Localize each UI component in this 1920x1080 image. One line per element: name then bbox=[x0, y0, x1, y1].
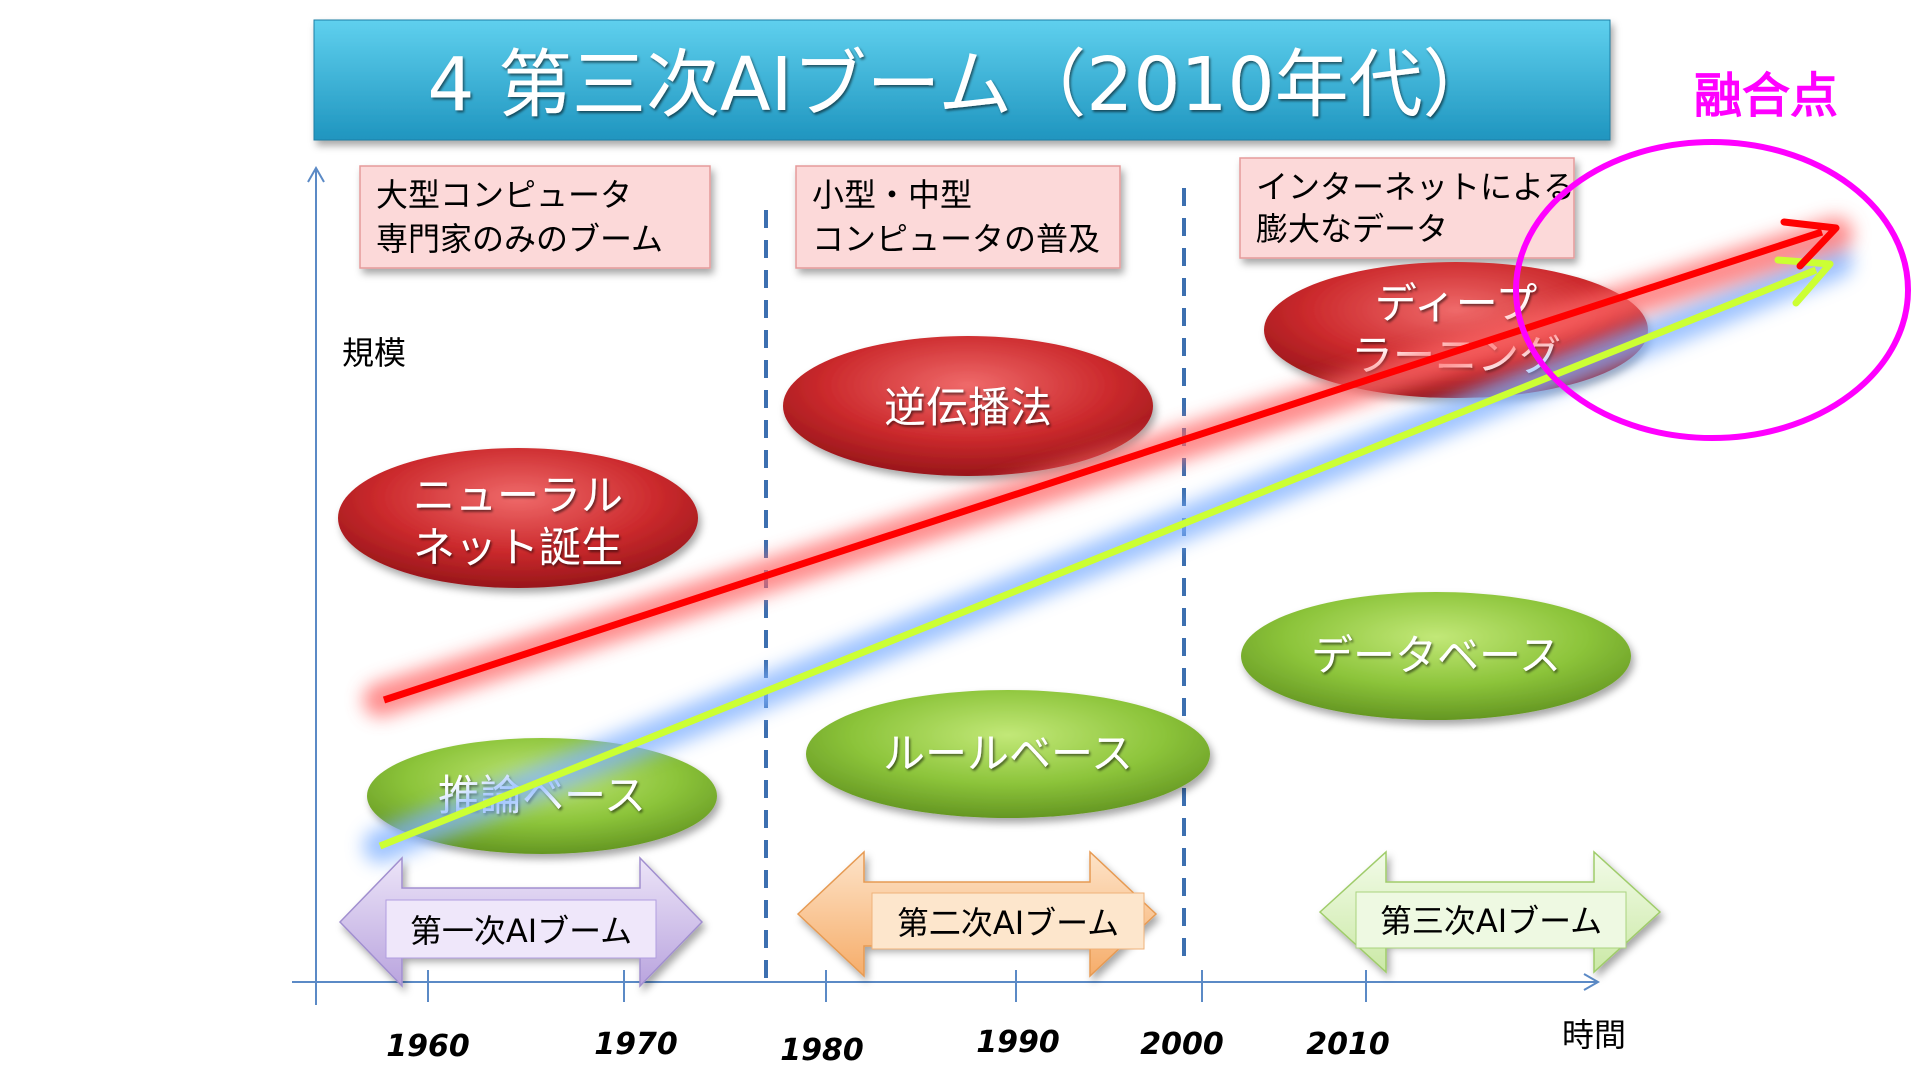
boom-label-box bbox=[385, 899, 657, 959]
ellipse-label: 逆伝播法 bbox=[884, 383, 1052, 432]
tick-marks bbox=[427, 970, 1367, 1002]
axes: 規模 時間 bbox=[292, 165, 1626, 1054]
ellipse-label: ルールベース bbox=[883, 729, 1133, 778]
green-ellipse bbox=[806, 690, 1210, 818]
red-ellipse-neural-net: ニューラル ネット誕生 bbox=[338, 448, 698, 588]
boom-second: 第二次AIブーム bbox=[796, 850, 1158, 978]
green-ellipse bbox=[1241, 592, 1631, 720]
y-axis-arrowhead bbox=[307, 165, 325, 183]
tick-label-2010: 2010 bbox=[1306, 1027, 1390, 1062]
tick-label-1970: 1970 bbox=[594, 1027, 678, 1062]
red-ellipse bbox=[783, 336, 1153, 476]
tick-label-2000: 2000 bbox=[1140, 1027, 1224, 1062]
tick-label-1980: 1980 bbox=[780, 1033, 864, 1068]
ellipse-label: データベース bbox=[1311, 631, 1561, 680]
era-note-line: 膨大なデータ bbox=[1256, 210, 1448, 248]
ellipse-label: ネット誕生 bbox=[413, 523, 623, 572]
era-note-box bbox=[1239, 157, 1575, 259]
green-arrowhead bbox=[1774, 256, 1834, 307]
era-note-line: 小型・中型 bbox=[812, 176, 972, 214]
era-note-2: 小型・中型 コンピュータの普及 bbox=[795, 165, 1121, 269]
green-ellipse-database: データベース bbox=[1241, 592, 1631, 720]
tick-labels: 1960 1970 1980 1990 2000 2010 bbox=[386, 1025, 1390, 1068]
era-note-box bbox=[359, 165, 711, 269]
tick-label-1960: 1960 bbox=[386, 1029, 470, 1064]
era-note-line: 専門家のみのブーム bbox=[376, 220, 663, 258]
trend-arrows bbox=[363, 217, 1853, 863]
era-note-box bbox=[795, 165, 1121, 269]
x-axis-arrowhead bbox=[1583, 973, 1601, 991]
boom-first: 第一次AIブーム bbox=[338, 856, 704, 988]
page-title: 4 第三次AIブーム（2010年代） bbox=[427, 42, 1496, 128]
green-trend-arrow bbox=[378, 266, 1818, 850]
red-ellipse-backprop: 逆伝播法 bbox=[783, 336, 1153, 476]
boom-label-box bbox=[871, 892, 1145, 950]
title-banner: 4 第三次AIブーム（2010年代） bbox=[313, 19, 1611, 141]
boom-label-box bbox=[1355, 891, 1627, 949]
era-dividers bbox=[764, 188, 1186, 990]
ellipse-label: ディープ bbox=[1375, 279, 1538, 328]
era-note-3: インターネットによる 膨大なデータ bbox=[1239, 157, 1575, 259]
red-arrowhead bbox=[1780, 218, 1840, 270]
boom-third: 第三次AIブーム bbox=[1318, 850, 1662, 974]
boom-label: 第三次AIブーム bbox=[1380, 902, 1602, 940]
x-axis-label: 時間 bbox=[1562, 1016, 1626, 1054]
era-note-1: 大型コンピュータ 専門家のみのブーム bbox=[359, 165, 711, 269]
red-trend-arrow bbox=[382, 228, 1824, 704]
convergence-circle bbox=[1513, 139, 1911, 441]
red-ellipse bbox=[338, 448, 698, 588]
era-note-line: インターネットによる bbox=[1256, 168, 1575, 206]
boom-label: 第一次AIブーム bbox=[410, 912, 632, 950]
tick-label-1990: 1990 bbox=[976, 1025, 1060, 1060]
y-axis-label: 規模 bbox=[342, 334, 406, 372]
ellipse-label: ニューラル bbox=[413, 471, 623, 520]
boom-label: 第二次AIブーム bbox=[897, 904, 1119, 942]
green-ellipse-rule-based: ルールベース bbox=[806, 690, 1210, 818]
era-note-line: コンピュータの普及 bbox=[812, 220, 1100, 258]
era-note-line: 大型コンピュータ bbox=[376, 176, 632, 214]
convergence-label: 融合点 bbox=[1694, 68, 1838, 124]
